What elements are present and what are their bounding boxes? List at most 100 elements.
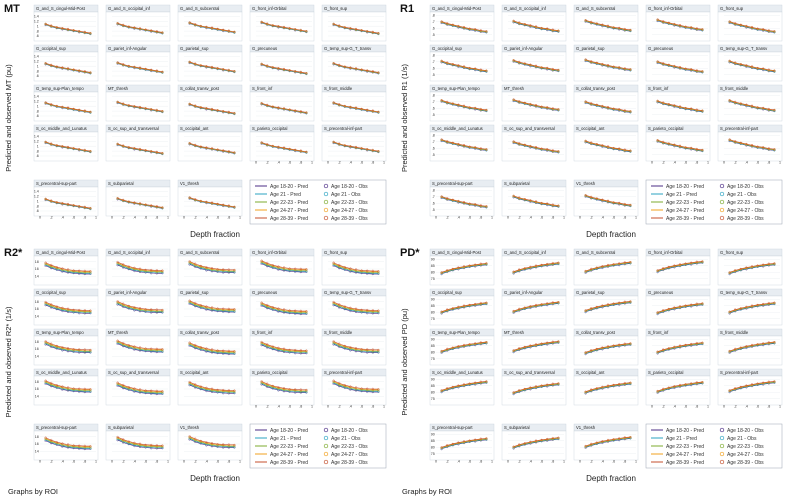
x-tick-label: .4: [133, 216, 136, 220]
observed-point: [349, 105, 352, 108]
observed-point: [116, 381, 119, 384]
panel-title: G_precuneus: [252, 46, 277, 51]
panel-title: S_collat_transv_post: [180, 86, 220, 91]
series-line: [585, 141, 631, 152]
panel-title: G_occipital_sup: [36, 290, 66, 295]
x-tick-label: 0: [255, 161, 257, 165]
panel-title: G_pariet_inf-Angular: [108, 290, 147, 295]
y-tick-label: .6: [432, 26, 435, 30]
observed-point: [366, 269, 369, 272]
y-tick-label: .7: [432, 140, 435, 144]
observed-point: [551, 261, 554, 265]
observed-point: [55, 441, 58, 444]
observed-point: [89, 150, 92, 153]
observed-point: [618, 108, 621, 111]
observed-point: [695, 27, 698, 30]
observed-point: [294, 267, 297, 270]
observed-point: [205, 386, 208, 389]
series-line: [117, 22, 163, 33]
observed-point: [122, 302, 125, 305]
series-line: [657, 19, 703, 30]
series-line: [189, 438, 235, 448]
observed-point: [271, 145, 274, 148]
panel-title: S_precentral-sup-part: [36, 425, 77, 430]
legend-marker-swatch: [323, 199, 329, 205]
observed-point: [446, 100, 449, 103]
panel-plot-area: [321, 131, 387, 162]
series-line: [513, 302, 559, 312]
observed-point: [222, 307, 225, 310]
observed-point: [78, 444, 81, 447]
observed-point: [618, 301, 621, 304]
observed-point: [440, 59, 443, 62]
observed-point: [338, 342, 341, 345]
observed-point: [349, 66, 352, 69]
observed-point: [371, 309, 374, 312]
series-line: [585, 19, 631, 31]
observed-point: [78, 308, 81, 312]
observed-point: [72, 29, 75, 32]
observed-point: [479, 301, 482, 305]
observed-point: [150, 443, 153, 447]
series-line: [117, 301, 163, 311]
observed-point: [227, 307, 230, 310]
x-tick-label: .8: [83, 460, 86, 464]
observed-point: [349, 145, 352, 148]
observed-point: [144, 149, 147, 152]
observed-point: [332, 22, 335, 25]
observed-point: [72, 269, 75, 272]
observed-point: [210, 387, 214, 390]
observed-point: [188, 299, 191, 302]
observed-point: [199, 304, 202, 307]
legend-obs-label: Age 22-23 - Obs: [331, 200, 368, 206]
observed-point: [199, 439, 202, 443]
observed-point: [288, 267, 291, 270]
series-line: [729, 139, 775, 150]
observed-point: [199, 200, 202, 203]
observed-point: [233, 268, 236, 272]
observed-point: [338, 263, 341, 267]
observed-point: [343, 144, 346, 147]
x-tick-label: .2: [194, 460, 197, 464]
observed-point: [266, 382, 269, 385]
observed-point: [161, 206, 164, 209]
observed-point: [210, 348, 214, 351]
x-tick-label: .8: [371, 161, 374, 165]
small-multiple-panel: G_and_S_occipital_inf: [105, 4, 171, 42]
observed-point: [474, 302, 477, 306]
observed-point: [767, 29, 770, 32]
series-line: [189, 383, 235, 393]
series-line: [45, 198, 91, 209]
panel-plot-area: [321, 91, 387, 122]
observed-point: [66, 145, 70, 149]
small-multiple-panel: G_front_sup: [321, 4, 387, 42]
panel-title: S_subparietal: [504, 181, 530, 186]
observed-point: [457, 199, 460, 203]
observed-point: [457, 24, 460, 28]
legend-pred-label: Age 21 - Pred: [666, 192, 697, 198]
observed-point: [695, 260, 698, 263]
series-line: [117, 438, 163, 448]
small-multiple-panel: G_front_sup: [717, 248, 783, 286]
panel-plot-area: [177, 131, 243, 162]
series-line: [513, 303, 559, 313]
observed-point: [233, 205, 236, 209]
observed-point: [305, 388, 308, 392]
observed-point: [133, 105, 136, 108]
observed-point: [271, 105, 274, 108]
series-line: [513, 99, 559, 110]
small-multiple-panel: G_occipital_sup.8.7.6.5: [429, 44, 495, 82]
observed-point: [55, 201, 58, 204]
observed-point: [233, 70, 236, 73]
series-line: [585, 194, 631, 206]
observed-point: [690, 146, 693, 149]
small-multiple-panel: MT_thresh: [501, 84, 567, 122]
observed-point: [50, 438, 53, 442]
observed-point: [462, 144, 466, 147]
observed-point: [122, 23, 125, 26]
observed-point: [210, 26, 214, 29]
observed-point: [44, 22, 47, 25]
panel-title: G_and_S_cingul-Mid-Post: [432, 6, 482, 11]
observed-point: [66, 347, 70, 350]
